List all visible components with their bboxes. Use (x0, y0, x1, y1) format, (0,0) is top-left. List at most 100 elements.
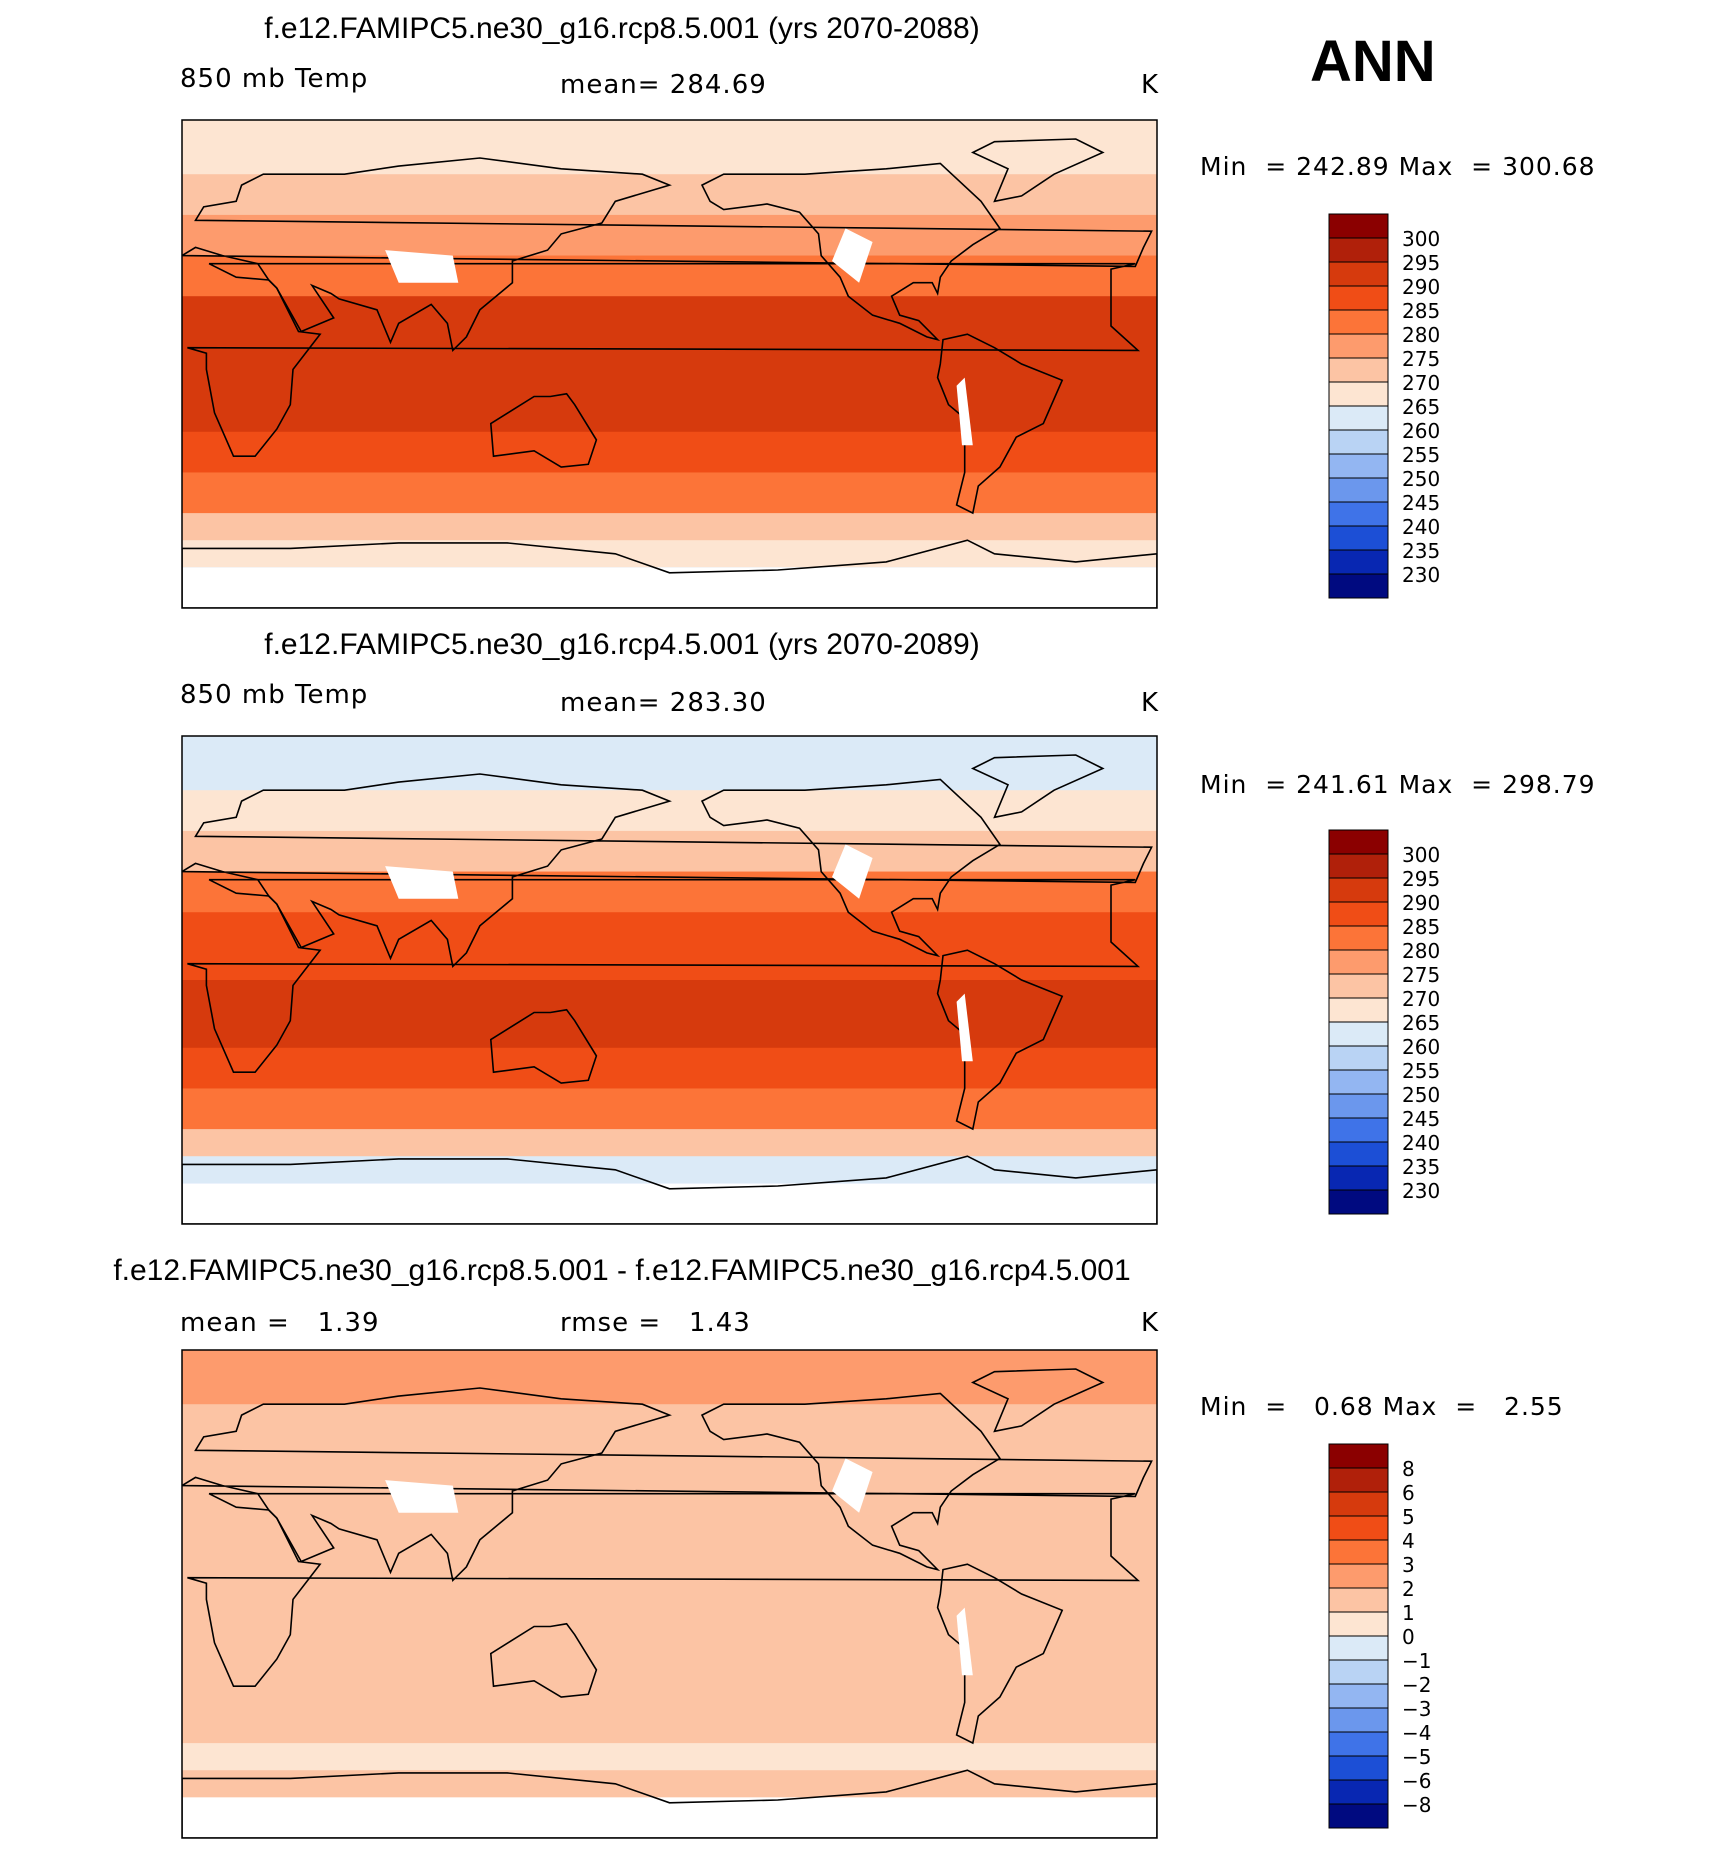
missing-data-region (832, 844, 873, 899)
colorbar-swatch (1328, 925, 1389, 951)
missing-data-region (182, 1183, 1157, 1224)
colorbar-swatch (1328, 549, 1389, 575)
colorbar-swatch (1328, 1021, 1389, 1047)
colorbar-tick-label: 275 (1402, 347, 1440, 371)
colorbar-swatch (1328, 1165, 1389, 1191)
panel-3-max-label: Max = (1382, 1392, 1478, 1421)
panel-2-min-label: Min = (1200, 770, 1288, 799)
lat-band (182, 472, 1157, 514)
colorbar-swatch (1328, 1731, 1389, 1757)
missing-data-region (956, 1607, 973, 1676)
lat-band (182, 540, 1157, 568)
panel-2-stat: mean= 283.30 (560, 688, 767, 718)
panel-2-minmax: Min = 241.61 Max = 298.79 (1200, 770, 1596, 799)
colorbar-tick-label: 260 (1402, 419, 1440, 443)
colorbar-swatch (1328, 525, 1389, 551)
colorbar-swatch (1328, 901, 1389, 927)
panel-3-mean-value: 1.39 (317, 1308, 380, 1338)
colorbar-swatch (1328, 1069, 1389, 1095)
colorbar-swatch (1328, 853, 1389, 879)
colorbar-tick-label: −4 (1402, 1721, 1431, 1745)
panel-1-units: K (1141, 70, 1160, 100)
colorbar-tick-label: 290 (1402, 891, 1440, 915)
colorbar-tick-label: −1 (1402, 1649, 1431, 1673)
lat-band (182, 1594, 1157, 1663)
colorbar-2: 3002952902852802752702652602552502452402… (1328, 829, 1440, 1215)
colorbar-swatch (1328, 997, 1389, 1023)
panel-2-max-value: 298.79 (1502, 770, 1596, 799)
missing-data-region (182, 567, 1157, 608)
colorbar-swatch (1328, 1443, 1389, 1469)
colorbar-tick-label: 5 (1402, 1505, 1415, 1529)
colorbar-swatch (1328, 1707, 1389, 1733)
colorbar-tick-label: 300 (1402, 843, 1440, 867)
panel-3-title: f.e12.FAMIPC5.ne30_g16.rcp8.5.001 - f.e1… (113, 1254, 1131, 1287)
colorbar-tick-label: 2 (1402, 1577, 1415, 1601)
colorbar-swatch (1328, 1635, 1389, 1661)
map-panel-1 (181, 119, 1158, 609)
colorbar-tick-label: 250 (1402, 1083, 1440, 1107)
colorbar-swatch (1328, 1611, 1389, 1637)
colorbar-swatch (1328, 429, 1389, 455)
lat-band (182, 431, 1157, 473)
colorbar-swatch (1328, 1683, 1389, 1709)
lat-band (182, 255, 1157, 297)
colorbar-tick-label: 280 (1402, 323, 1440, 347)
coastline-greenland (970, 138, 1105, 203)
panel-3-mean-label: mean = (180, 1308, 290, 1338)
colorbar-swatch (1328, 573, 1389, 599)
colorbar-swatch (1328, 949, 1389, 975)
map-frame (181, 735, 1158, 1225)
panel-3-stat-value: 1.43 (688, 1308, 751, 1338)
colorbar-tick-label: 265 (1402, 395, 1440, 419)
colorbar-swatch (1328, 1779, 1389, 1805)
map-panel-2 (181, 735, 1158, 1225)
lat-band (182, 736, 1157, 791)
colorbar-swatch (1328, 1803, 1389, 1829)
lat-band (182, 296, 1157, 365)
panel-3-minmax: Min = 0.68 Max = 2.55 (1200, 1392, 1564, 1421)
colorbar-tick-label: 290 (1402, 275, 1440, 299)
colorbar-tick-label: −8 (1402, 1793, 1431, 1817)
coastline-africa (187, 1492, 1141, 1687)
colorbar-tick-label: 240 (1402, 1131, 1440, 1155)
colorbar-tick-label: 255 (1402, 443, 1440, 467)
panel-1-stat: mean= 284.69 (560, 70, 767, 100)
colorbar-swatch (1328, 1659, 1389, 1685)
colorbar-tick-label: 295 (1402, 867, 1440, 891)
colorbar-swatch (1328, 1491, 1389, 1517)
colorbar-tick-label: 285 (1402, 299, 1440, 323)
colorbar-tick-label: 260 (1402, 1035, 1440, 1059)
coastline-greenland (970, 1368, 1105, 1433)
colorbar-tick-label: 250 (1402, 467, 1440, 491)
coastline-antarctica (182, 1769, 1157, 1838)
panel-3-stat: rmse = 1.43 (560, 1308, 751, 1338)
panel-2-max-label: Max = (1398, 770, 1494, 799)
coastline-south-america (936, 333, 1064, 515)
colorbar-swatch (1328, 405, 1389, 431)
panel-3-min-value: 0.68 (1314, 1392, 1374, 1421)
colorbar-swatch (1328, 1587, 1389, 1613)
colorbar-tick-label: 6 (1402, 1481, 1415, 1505)
coastline-greenland (970, 754, 1105, 819)
missing-data-region (832, 1458, 873, 1513)
coastline-australia (489, 1622, 598, 1698)
colorbar-swatch (1328, 877, 1389, 903)
colorbar-swatch (1328, 1093, 1389, 1119)
colorbar-swatch (1328, 1539, 1389, 1565)
missing-data-region (385, 1480, 459, 1513)
panel-1-max-label: Max = (1398, 152, 1494, 181)
panel-1-minmax: Min = 242.89 Max = 300.68 (1200, 152, 1596, 181)
colorbar-tick-label: −3 (1402, 1697, 1431, 1721)
missing-data-region (182, 1797, 1157, 1838)
colorbar-swatch (1328, 357, 1389, 383)
coastline-antarctica (182, 539, 1157, 608)
panel-2-units: K (1141, 688, 1160, 718)
coastline-antarctica (182, 1155, 1157, 1224)
coastline-australia (489, 392, 598, 468)
colorbar-swatch (1328, 1515, 1389, 1541)
map-panel-3 (181, 1349, 1158, 1839)
coastline-australia (489, 1008, 598, 1084)
colorbar-swatch (1328, 1189, 1389, 1215)
